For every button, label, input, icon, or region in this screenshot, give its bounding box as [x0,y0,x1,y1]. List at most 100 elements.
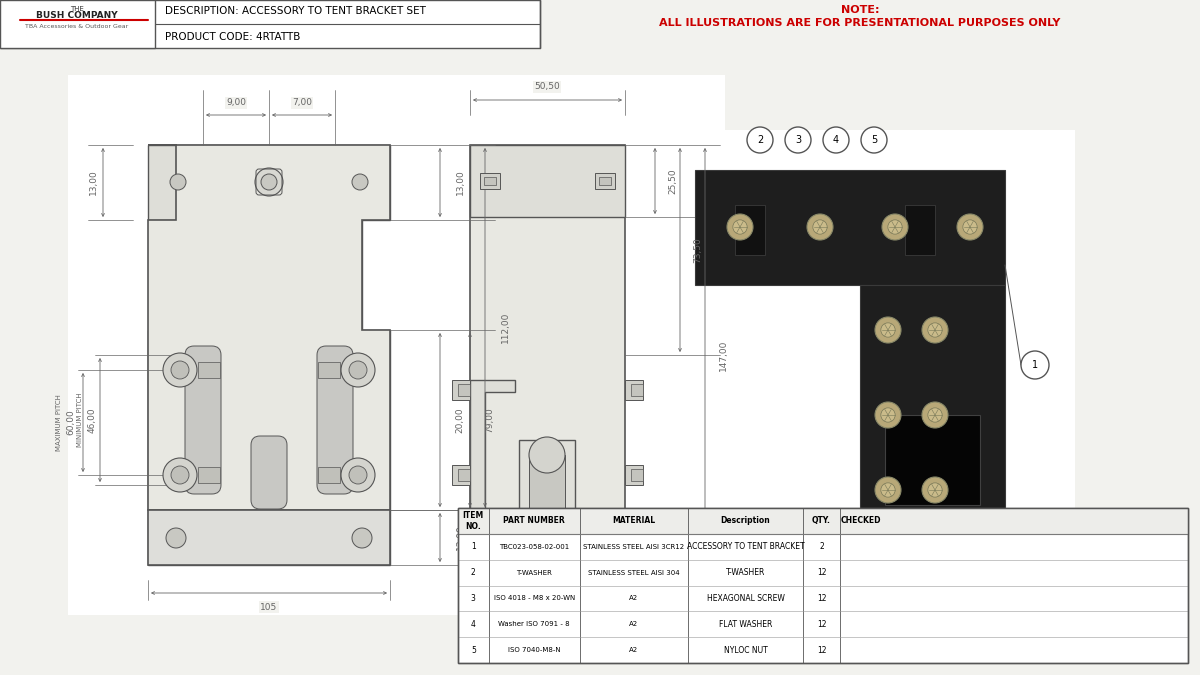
Circle shape [875,317,901,343]
Bar [734,205,766,255]
Bar [520,440,575,530]
Text: 12: 12 [817,594,827,603]
Circle shape [958,214,983,240]
Text: 2: 2 [820,542,824,551]
Bar [470,145,625,565]
Text: 12: 12 [817,645,827,655]
Circle shape [785,127,811,153]
Circle shape [1021,351,1049,379]
Circle shape [166,528,186,548]
Circle shape [529,437,565,473]
Bar [148,145,390,220]
Circle shape [262,174,277,190]
Bar [529,455,565,530]
FancyBboxPatch shape [317,346,353,494]
Text: FLAT WASHER: FLAT WASHER [719,620,773,628]
Circle shape [808,214,833,240]
Text: 5: 5 [470,645,475,655]
Text: QTY.: QTY. [812,516,830,525]
Text: 147,00: 147,00 [719,340,727,371]
Text: Washer ISO 7091 - 8: Washer ISO 7091 - 8 [498,621,570,627]
Text: ISO 4018 - M8 x 20-WN: ISO 4018 - M8 x 20-WN [493,595,575,601]
Text: 105: 105 [260,603,277,612]
Text: 13,00: 13,00 [89,169,97,195]
Circle shape [928,323,942,337]
Text: 1: 1 [1032,360,1038,370]
Text: 13,00: 13,00 [456,524,464,550]
Circle shape [733,220,748,234]
Bar [318,467,340,483]
Circle shape [746,127,773,153]
Bar [631,469,643,481]
Text: 9,00: 9,00 [226,99,246,107]
Text: PRODUCT CODE: 4RTATTB: PRODUCT CODE: 4RTATTB [166,32,300,42]
Bar [194,355,212,485]
Circle shape [928,408,942,422]
Text: MATERIAL: MATERIAL [612,516,655,525]
Text: 112,00: 112,00 [500,312,510,343]
Text: PART NUMBER: PART NUMBER [504,516,565,525]
Text: 1: 1 [470,542,475,551]
Circle shape [727,214,754,240]
FancyBboxPatch shape [251,436,287,509]
Circle shape [881,483,895,497]
Text: 25,50: 25,50 [668,168,678,194]
Circle shape [172,361,190,379]
Bar [452,465,470,485]
Circle shape [256,168,283,196]
Polygon shape [470,380,515,510]
Bar [484,177,496,185]
Bar [625,465,643,485]
Circle shape [962,220,977,234]
Bar [0,0,540,48]
Text: THE: THE [70,6,84,12]
Circle shape [341,458,374,492]
Polygon shape [695,170,1006,285]
Circle shape [341,353,374,387]
Bar [181,220,358,510]
Bar [458,508,1188,663]
Bar [886,415,980,505]
Polygon shape [148,145,390,510]
Text: ISO 7040-M8-N: ISO 7040-M8-N [508,647,560,653]
Bar [198,467,220,483]
Circle shape [928,483,942,497]
Bar [905,205,935,255]
Text: A2: A2 [629,647,638,653]
Bar [198,362,220,378]
Circle shape [882,214,908,240]
Bar [599,177,611,185]
Circle shape [172,466,190,484]
Text: HEXAGONAL SCREW: HEXAGONAL SCREW [707,594,785,603]
Polygon shape [148,510,390,565]
Circle shape [862,127,887,153]
Text: ITEM
NO.: ITEM NO. [463,511,484,531]
Bar [470,145,625,217]
Text: 4: 4 [833,135,839,145]
Text: 2: 2 [470,568,475,577]
Text: 12: 12 [817,568,827,577]
Bar [148,330,390,510]
Text: Description: Description [721,516,770,525]
Bar [665,130,1075,570]
Text: T-WASHER: T-WASHER [726,568,766,577]
Text: 5: 5 [871,135,877,145]
Text: TBC023-058-02-001: TBC023-058-02-001 [499,544,570,549]
Text: 3: 3 [470,594,475,603]
Circle shape [881,323,895,337]
Text: 13,00: 13,00 [668,524,678,550]
Circle shape [823,127,850,153]
Bar [458,469,470,481]
Text: BUSH COMPANY: BUSH COMPANY [36,11,118,20]
Bar [318,362,340,378]
Text: TBA Accessories & Outdoor Gear: TBA Accessories & Outdoor Gear [25,24,128,30]
Circle shape [349,466,367,484]
Text: MINIMUM PITCH: MINIMUM PITCH [77,393,83,448]
Text: NYLOC NUT: NYLOC NUT [724,645,768,655]
Circle shape [170,174,186,190]
Text: 79,00: 79,00 [486,407,494,433]
Text: MAXIMUM PITCH: MAXIMUM PITCH [56,394,62,451]
Text: 46,00: 46,00 [88,407,96,433]
Text: 12: 12 [817,620,827,628]
Polygon shape [860,285,1006,540]
